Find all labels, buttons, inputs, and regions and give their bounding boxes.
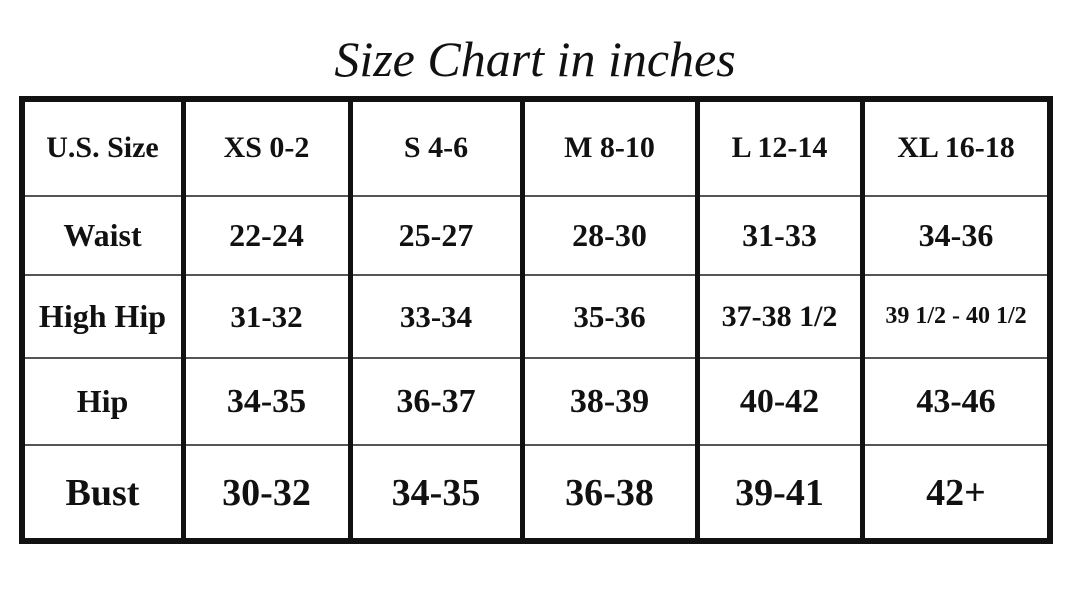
row-label: Waist	[63, 217, 142, 253]
row-divider	[22, 274, 1050, 276]
border	[19, 96, 1053, 102]
cell-value: 43-46	[916, 382, 996, 420]
cell-value: 33-34	[399, 298, 473, 334]
cell-value: 34-36	[918, 217, 994, 253]
header-cell: XS 0-2	[223, 131, 310, 164]
row-label: Hip	[76, 383, 129, 419]
row-divider	[22, 357, 1050, 359]
header-cell: XL 16-18	[897, 131, 1015, 164]
column-divider	[695, 100, 700, 540]
column-divider	[520, 100, 525, 540]
cell-value: 42+	[926, 471, 986, 514]
cell-value: 38-39	[569, 382, 650, 420]
cell-value: 36-38	[565, 471, 654, 514]
row-label: Bust	[65, 471, 140, 514]
cell-value: 35-36	[573, 298, 646, 334]
column-divider	[348, 100, 353, 540]
column-divider	[181, 100, 186, 540]
header-cell: L 12-14	[731, 131, 828, 164]
column-divider	[860, 100, 865, 540]
row-divider	[22, 195, 1050, 197]
border	[1047, 96, 1053, 544]
border	[19, 538, 1053, 544]
cell-value: 40-42	[739, 382, 820, 420]
cell-value: 22-24	[229, 217, 304, 253]
row-divider	[22, 444, 1050, 446]
cell-value: 28-30	[572, 217, 647, 253]
header-cell: M 8-10	[564, 131, 655, 164]
header-cell: U.S. Size	[46, 131, 159, 164]
cell-value: 36-37	[396, 382, 476, 420]
border	[19, 96, 25, 544]
cell-value: 31-33	[742, 217, 817, 253]
cell-value: 30-32	[222, 471, 311, 514]
cell-value: 34-35	[391, 471, 481, 514]
cell-value: 31-32	[230, 298, 303, 334]
cell-value: 39-41	[735, 471, 824, 514]
header-cell: S 4-6	[403, 131, 469, 164]
cell-value: 34-35	[226, 382, 307, 420]
cell-value: 37-38 1/2	[721, 299, 838, 333]
row-label: High Hip	[38, 298, 167, 334]
title: Size Chart in inches	[334, 31, 736, 87]
cell-value: 39 1/2 - 40 1/2	[885, 303, 1027, 329]
cell-value: 25-27	[398, 217, 474, 253]
